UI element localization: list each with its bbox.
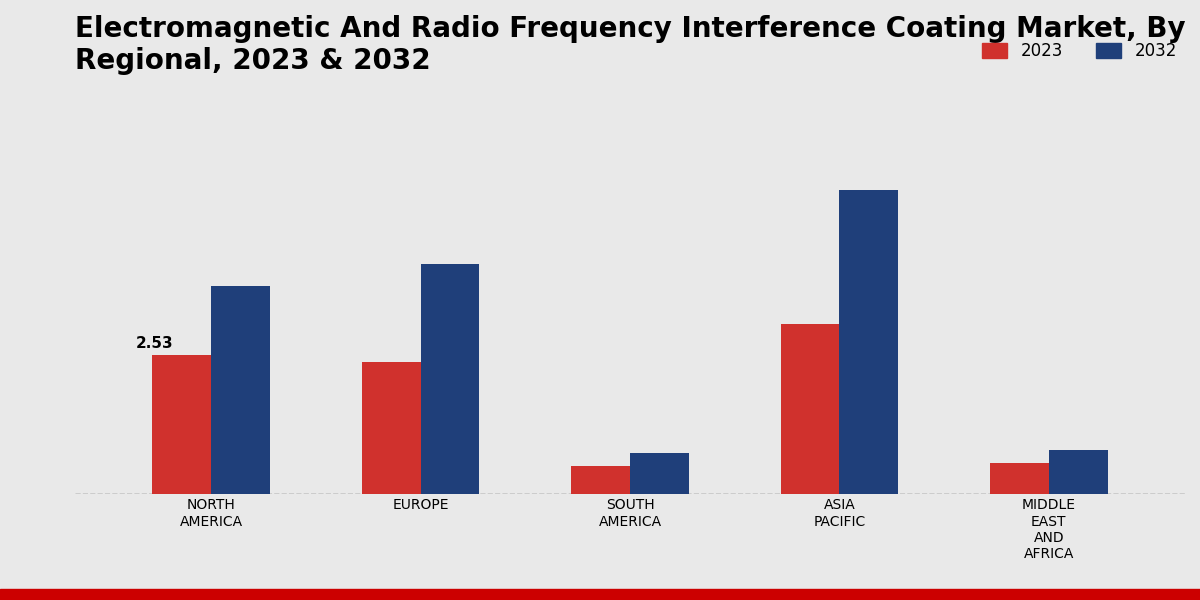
Text: 2.53: 2.53 xyxy=(136,336,174,351)
Bar xyxy=(420,264,479,494)
Bar xyxy=(362,362,420,494)
Bar xyxy=(840,190,898,494)
Bar xyxy=(1049,450,1108,494)
Bar xyxy=(152,355,211,494)
Bar xyxy=(990,463,1049,494)
Bar xyxy=(211,286,270,494)
Bar xyxy=(571,466,630,494)
Bar xyxy=(781,324,840,494)
Bar xyxy=(630,452,689,494)
Text: Electromagnetic And Radio Frequency Interference Coating Market, By
Regional, 20: Electromagnetic And Radio Frequency Inte… xyxy=(74,15,1186,76)
Legend: 2023, 2032: 2023, 2032 xyxy=(982,43,1177,61)
